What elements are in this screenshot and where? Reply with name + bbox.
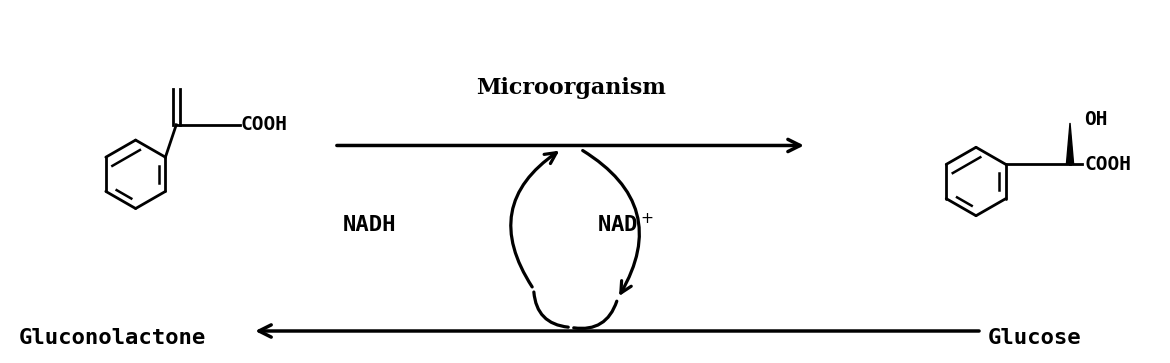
Text: Microorganism: Microorganism [476, 77, 666, 99]
Text: Gluconolactone: Gluconolactone [19, 328, 206, 348]
Text: OH: OH [1085, 110, 1108, 129]
Polygon shape [1066, 123, 1074, 164]
Text: COOH: COOH [241, 115, 288, 134]
Text: Glucose: Glucose [987, 328, 1081, 348]
Text: NAD$^+$: NAD$^+$ [598, 213, 654, 236]
Text: COOH: COOH [1085, 155, 1131, 174]
Text: NADH: NADH [343, 215, 395, 235]
